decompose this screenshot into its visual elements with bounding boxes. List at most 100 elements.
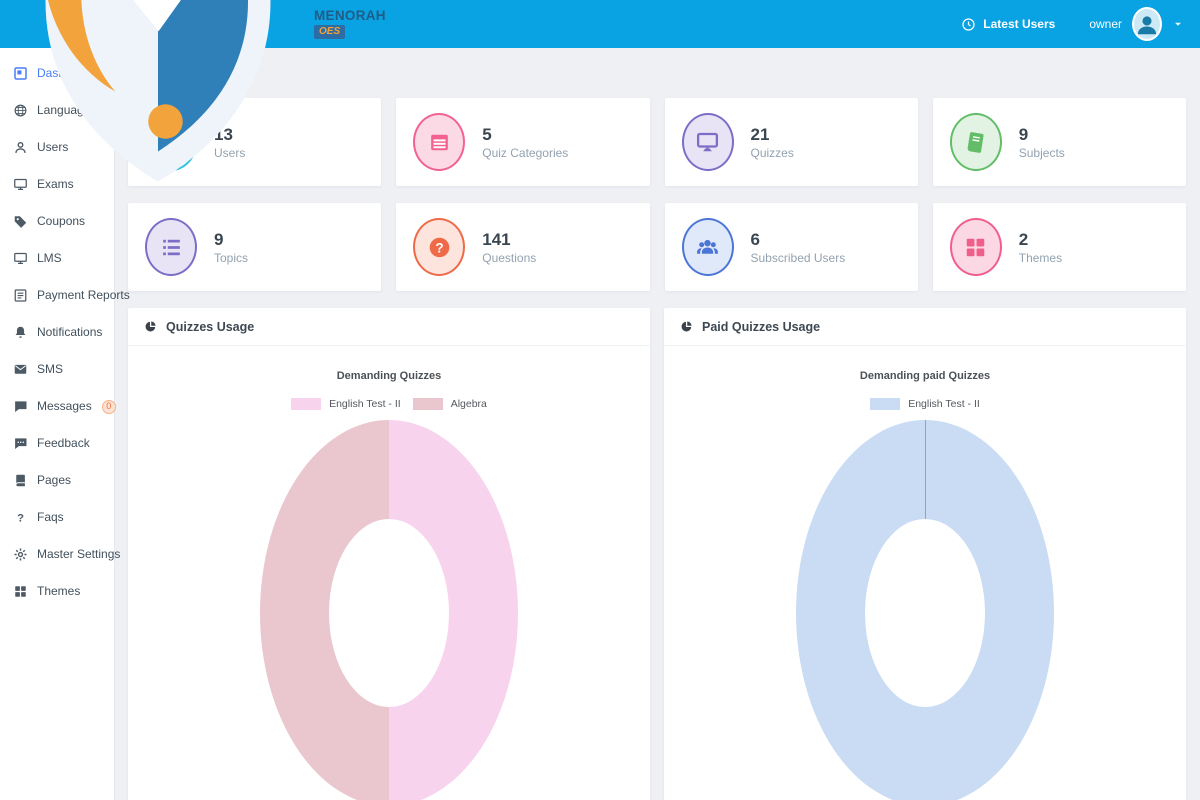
stat-label: Quizzes (750, 145, 794, 160)
sidebar-item-label: Coupons (37, 214, 86, 228)
sidebar-item-label: Pages (37, 473, 72, 487)
sidebar-item-label: SMS (37, 362, 64, 376)
donut-hole (865, 519, 985, 707)
stat-label: Subjects (1018, 145, 1065, 160)
chart-body: Demanding paid Quizzes English Test - II (664, 370, 1186, 800)
legend-label: Algebra (450, 398, 487, 410)
sidebar-item-pages[interactable]: Pages (0, 462, 114, 499)
chevron-down-icon (1172, 18, 1184, 30)
avatar (1132, 7, 1162, 41)
chart-panel-quizzes-usage: Quizzes Usage Demanding Quizzes English Te… (128, 308, 650, 800)
sms-icon (13, 362, 28, 377)
legend-item-algebra[interactable]: Algebra (412, 398, 487, 410)
chart-title: Demanding paid Quizzes (859, 370, 991, 382)
messages-count-badge: 0 (101, 399, 116, 414)
slice-border (925, 420, 926, 519)
chart-legend: English Test - II Algebra (128, 398, 650, 410)
stat-label: Subscribed Users (750, 250, 846, 265)
chart-panel-paid-quizzes-usage: Paid Quizzes Usage Demanding paid Quizzes… (664, 308, 1186, 800)
user-menu[interactable]: owner (1089, 7, 1184, 41)
stat-card-quiz-categories[interactable]: 5 Quiz Categories (396, 98, 650, 186)
themes-icon (13, 584, 28, 599)
payment-reports-icon (13, 288, 28, 303)
sidebar-item-sms[interactable]: SMS (0, 351, 114, 388)
stat-label: Questions (482, 250, 537, 265)
stat-value: 9 (1018, 124, 1029, 144)
legend-label: English Test - II (329, 398, 401, 410)
brand-logo-icon (8, 0, 308, 189)
sidebar-item-label: Messages (37, 399, 92, 413)
sidebar-item-payment-reports[interactable]: Payment Reports (0, 277, 130, 314)
stat-label: Themes (1018, 250, 1063, 265)
pages-icon (13, 473, 28, 488)
sidebar: DashboardLanguagesUsersExamsCouponsLMSPa… (0, 48, 130, 800)
legend-swatch (870, 398, 901, 410)
sidebar-item-label: Notifications (37, 325, 103, 339)
stat-card-quizzes[interactable]: 21 Quizzes (664, 98, 918, 186)
quizzes-icon (681, 113, 734, 171)
donut-chart (260, 420, 518, 800)
stat-value: 2 (1018, 229, 1029, 249)
notifications-icon (13, 325, 28, 340)
legend-item-english-test-ii[interactable]: English Test - II (291, 398, 401, 410)
sidebar-item-messages[interactable]: Messages 0 (0, 388, 116, 425)
faqs-icon: ? (13, 510, 28, 525)
questions-icon: ? (413, 218, 466, 276)
legend-label: English Test - II (908, 398, 980, 410)
sidebar-item-lms[interactable]: LMS (0, 240, 114, 277)
stat-value: 21 (750, 124, 770, 144)
themes-card-icon (949, 218, 1002, 276)
exams-icon (13, 177, 28, 192)
chart-title: Demanding Quizzes (336, 370, 442, 382)
sidebar-item-notifications[interactable]: Notifications (0, 314, 114, 351)
sidebar-item-label: LMS (37, 251, 62, 265)
stat-card-subscribed-users[interactable]: 6 Subscribed Users (664, 203, 918, 291)
sidebar-item-faqs[interactable]: ? Faqs (0, 499, 114, 536)
stat-card-questions[interactable]: ? 141 Questions (396, 203, 650, 291)
svg-text:?: ? (17, 512, 24, 524)
sidebar-item-feedback[interactable]: Feedback (0, 425, 114, 462)
sidebar-item-label: Themes (37, 584, 81, 598)
stat-card-topics[interactable]: 9 Topics (128, 203, 382, 291)
legend-swatch (412, 398, 443, 410)
donut-hole (329, 519, 449, 707)
master-settings-icon (13, 547, 28, 562)
legend-item-english-test-ii[interactable]: English Test - II (870, 398, 980, 410)
brand-badge: OES (314, 24, 346, 39)
lms-icon (13, 251, 28, 266)
sidebar-item-coupons[interactable]: Coupons (0, 203, 114, 240)
sidebar-item-label: Feedback (37, 436, 90, 450)
stat-value: 9 (214, 229, 224, 249)
sidebar-item-exams[interactable]: Exams (0, 166, 114, 203)
stat-label: Topics (214, 250, 249, 265)
sidebar-item-label: Faqs (37, 510, 64, 524)
subscribed-users-icon (681, 218, 734, 276)
sidebar-item-users[interactable]: Users (0, 129, 114, 166)
latest-users-label: Latest Users (983, 17, 1056, 31)
chart-panel-header: Paid Quizzes Usage (664, 308, 1186, 346)
chart-panel-header: Quizzes Usage (128, 308, 650, 346)
stat-value: 6 (750, 229, 760, 249)
stat-value: 141 (482, 229, 511, 249)
stat-card-themes[interactable]: 2 Themes (932, 203, 1186, 291)
languages-icon (13, 103, 28, 118)
latest-users-link[interactable]: Latest Users (961, 17, 1055, 32)
chart-legend: English Test - II (664, 398, 1186, 410)
sidebar-item-label: Master Settings (37, 547, 121, 561)
chart-panel-title: Quizzes Usage (166, 319, 255, 334)
dashboard-icon (13, 66, 28, 81)
chart-body: Demanding Quizzes English Test - II Algebr… (128, 370, 650, 800)
username-label: owner (1089, 17, 1122, 31)
latest-users-icon (961, 17, 976, 32)
brand[interactable]: MENORAH OES (8, 0, 386, 189)
stat-card-subjects[interactable]: 9 Subjects (932, 98, 1186, 186)
stat-label: Quiz Categories (482, 145, 569, 160)
svg-text:?: ? (435, 240, 443, 255)
charts-grid: Quizzes Usage Demanding Quizzes English Te… (128, 308, 1186, 800)
users-icon (13, 140, 28, 155)
app-header: MENORAH OES Latest Users owner (0, 0, 1200, 182)
sidebar-item-master-settings[interactable]: Master Settings (0, 536, 120, 573)
sidebar-item-themes[interactable]: Themes (0, 573, 114, 610)
brand-name: MENORAH (314, 8, 386, 24)
